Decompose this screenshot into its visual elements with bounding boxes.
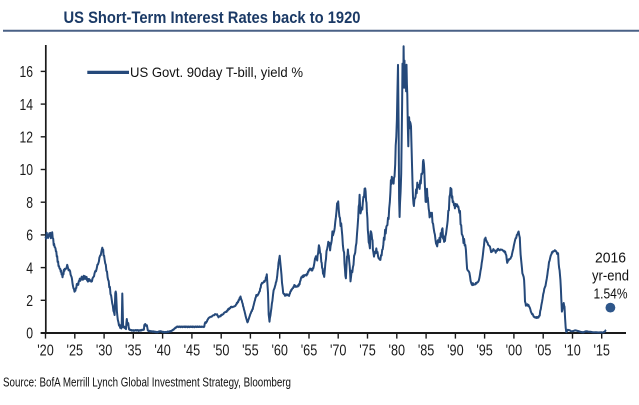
svg-text:US Short-Term Interest Rates b: US Short-Term Interest Rates back to 192… (64, 8, 361, 27)
svg-text:'20: '20 (37, 343, 54, 360)
svg-text:US Govt. 90day T-bill, yield %: US Govt. 90day T-bill, yield % (130, 64, 303, 80)
svg-text:2016: 2016 (595, 251, 626, 267)
svg-text:'05: '05 (535, 343, 552, 360)
svg-text:10: 10 (20, 162, 34, 179)
svg-text:2: 2 (26, 293, 33, 310)
svg-text:'95: '95 (476, 343, 493, 360)
svg-text:'30: '30 (96, 343, 113, 360)
svg-text:'80: '80 (389, 343, 406, 360)
svg-text:12: 12 (20, 130, 34, 147)
svg-text:1.54%: 1.54% (594, 287, 628, 303)
svg-text:yr-end: yr-end (592, 269, 629, 285)
svg-text:'50: '50 (213, 343, 230, 360)
svg-text:'45: '45 (184, 343, 201, 360)
svg-text:'90: '90 (447, 343, 464, 360)
svg-text:'70: '70 (330, 343, 347, 360)
svg-text:'65: '65 (301, 343, 318, 360)
svg-text:'75: '75 (359, 343, 376, 360)
svg-text:'25: '25 (67, 343, 84, 360)
svg-text:'40: '40 (154, 343, 171, 360)
svg-text:8: 8 (26, 195, 33, 212)
svg-text:'60: '60 (271, 343, 288, 360)
svg-text:6: 6 (26, 228, 33, 245)
svg-text:0: 0 (26, 326, 33, 343)
svg-text:'55: '55 (242, 343, 259, 360)
svg-text:'10: '10 (564, 343, 581, 360)
svg-text:16: 16 (20, 64, 34, 81)
svg-text:14: 14 (20, 97, 34, 114)
svg-text:4: 4 (26, 260, 33, 277)
svg-text:'35: '35 (125, 343, 142, 360)
svg-text:'85: '85 (418, 343, 435, 360)
svg-text:Source: BofA Merrill Lynch Glo: Source: BofA Merrill Lynch Global Invest… (3, 376, 291, 390)
svg-text:'15: '15 (593, 343, 610, 360)
svg-text:'00: '00 (506, 343, 523, 360)
